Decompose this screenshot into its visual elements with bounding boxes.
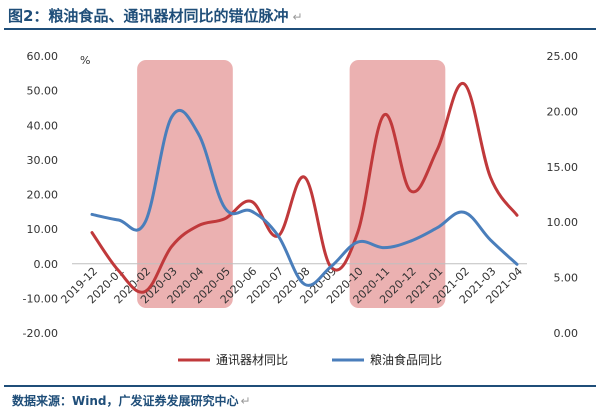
paragraph-mark: ↵ [240,394,251,408]
left-tick-label: 20.00 [27,189,59,202]
left-tick-label: 40.00 [27,119,59,132]
left-tick-label: -20.00 [23,327,58,340]
left-tick-label: 50.00 [27,85,59,98]
chart: -20.00 -10.00 0.00 10.00 20.00 30.00 40.00 50.0… [23,50,579,367]
highlight-region-1 [137,60,233,308]
left-tick-label: 10.00 [27,223,59,236]
chart-title: 图2：粮油食品、通讯器材同比的错位脉冲 ↵ [8,7,303,25]
legend-label: 粮油食品同比 [370,352,442,367]
x-axis: 2019-122020-012020-022020-032020-042020-… [58,265,525,307]
source-bar: 数据来源：Wind，广发证券发展研究中心 ↵ [4,385,596,415]
right-tick-label: 0.00 [554,327,579,340]
right-tick-label: 10.00 [547,216,579,229]
left-tick-label: -10.00 [23,292,58,305]
right-tick-label: 20.00 [547,105,579,118]
highlight-regions [137,60,446,308]
series-line-2 [90,109,519,287]
source-note: 数据来源：Wind，广发证券发展研究中心 ↵ [12,394,251,408]
series-line-1 [90,82,519,294]
left-tick-label: 0.00 [34,258,59,271]
right-tick-label: 5.00 [554,272,579,285]
right-axis: 0.00 5.00 10.00 15.00 20.00 25.00 [547,50,579,340]
right-tick-label: 25.00 [547,50,579,63]
series-lines [90,82,519,294]
right-tick-label: 15.00 [547,161,579,174]
left-axis: -20.00 -10.00 0.00 10.00 20.00 30.00 40.00 50.0… [23,50,58,340]
paragraph-mark: ↵ [292,10,303,24]
title-bar: 图2：粮油食品、通讯器材同比的错位脉冲 ↵ [4,2,596,30]
left-tick-label: 30.00 [27,154,59,167]
unit-label: % [80,54,90,67]
left-tick-label: 60.00 [27,50,59,63]
legend-label: 通讯器材同比 [216,353,288,367]
legend: 通讯器材同比 粮油食品同比 [178,352,442,367]
